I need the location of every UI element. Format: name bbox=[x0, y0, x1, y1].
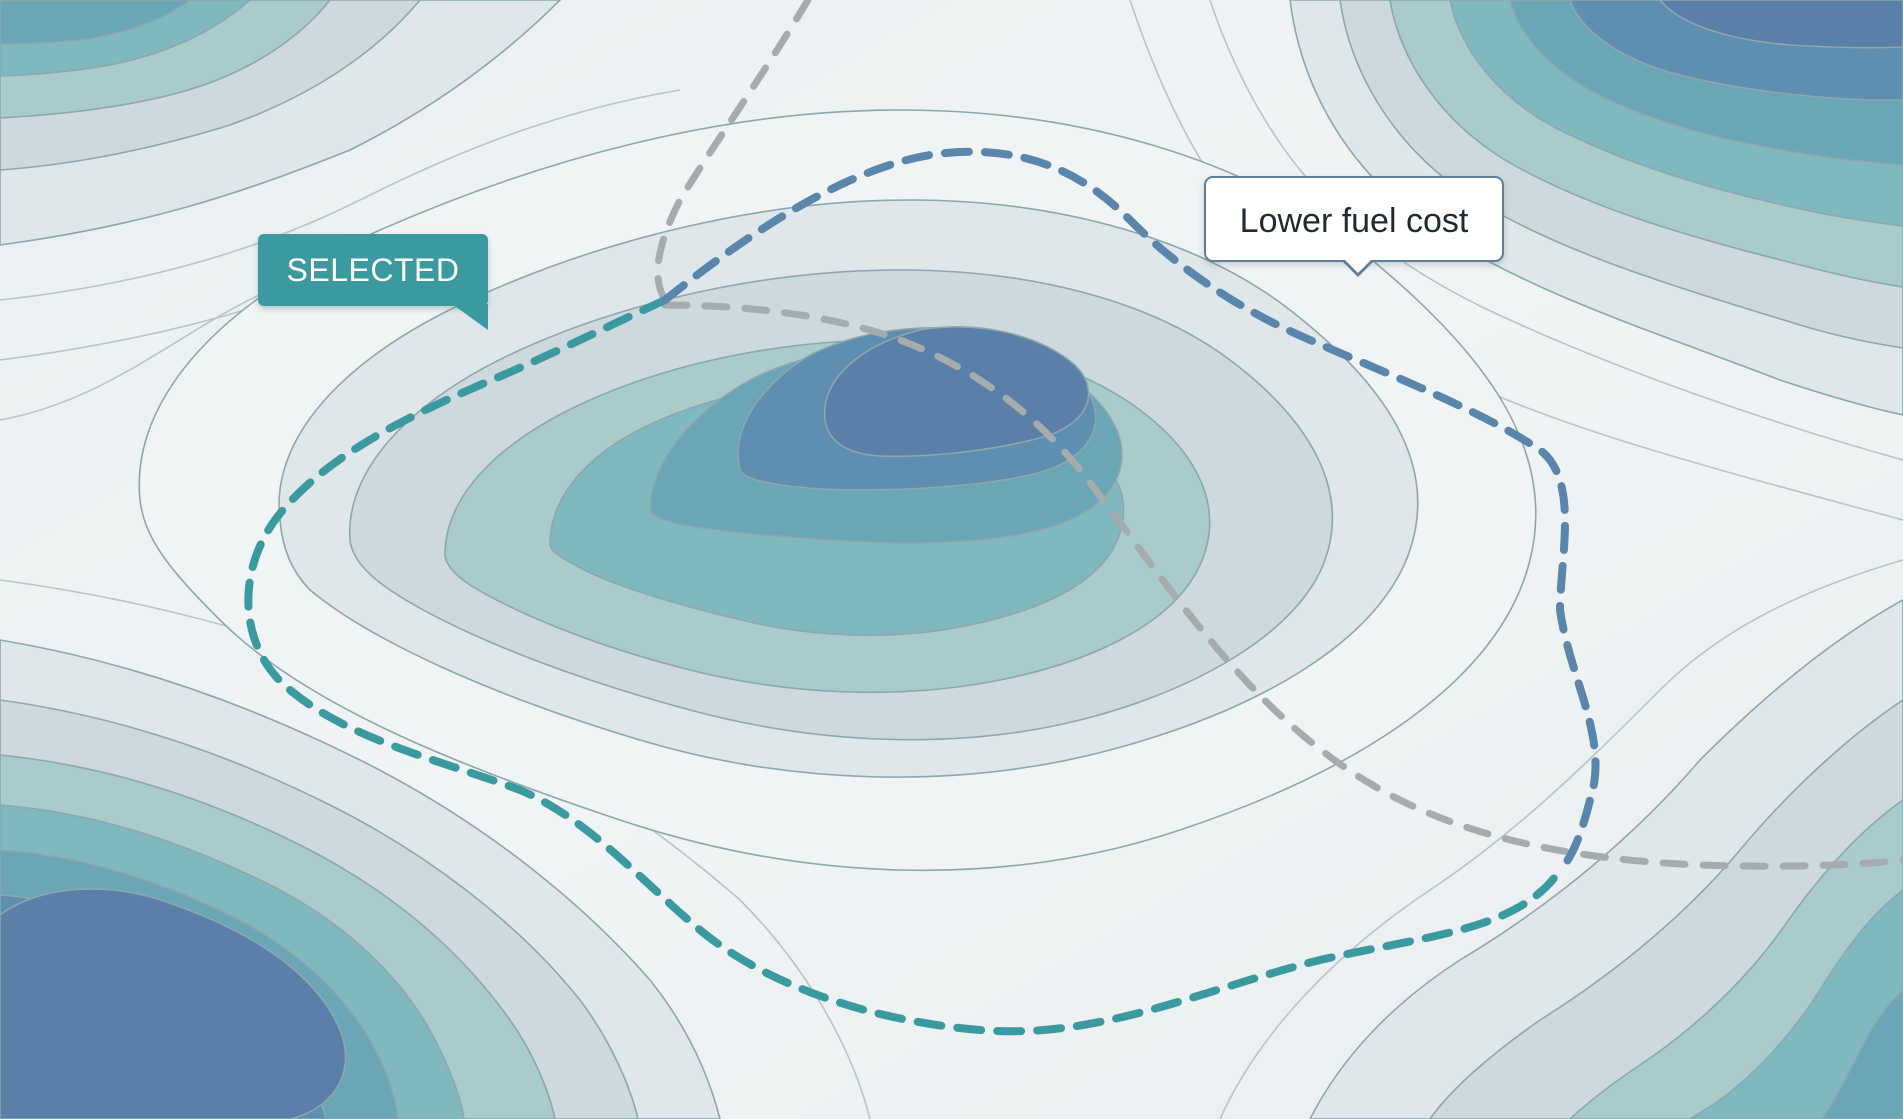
selected-route-north-segment[interactable] bbox=[661, 147, 1600, 874]
contour-line bbox=[1821, 988, 1903, 1119]
contour-line bbox=[1688, 888, 1903, 1119]
selected-tag-label: SELECTED bbox=[286, 252, 460, 288]
contour-basin-bottom-left bbox=[0, 639, 721, 1119]
contour-line bbox=[1219, 559, 1903, 1119]
contour-line bbox=[1658, 0, 1903, 49]
selected-route[interactable] bbox=[244, 147, 1600, 1036]
tooltip-label: Lower fuel cost bbox=[1239, 202, 1469, 240]
contour-line bbox=[823, 326, 1090, 458]
contour-line bbox=[0, 888, 347, 1119]
contour-basin-center bbox=[138, 109, 1537, 872]
selected-route-tag: SELECTED bbox=[258, 234, 488, 330]
alternate-route-east[interactable] bbox=[661, 301, 1903, 870]
selected-route-west-segment[interactable] bbox=[244, 296, 1564, 1036]
contour-line bbox=[1209, 0, 1903, 461]
alternate-routes bbox=[654, 0, 1903, 870]
contour-basin-top-left bbox=[0, 0, 562, 246]
contour-line bbox=[0, 89, 681, 301]
contour-basin-top-right bbox=[1289, 0, 1903, 416]
alternate-route-north[interactable] bbox=[654, 0, 812, 304]
route-tooltip: Lower fuel cost bbox=[1204, 176, 1504, 277]
contour-line bbox=[0, 0, 192, 45]
